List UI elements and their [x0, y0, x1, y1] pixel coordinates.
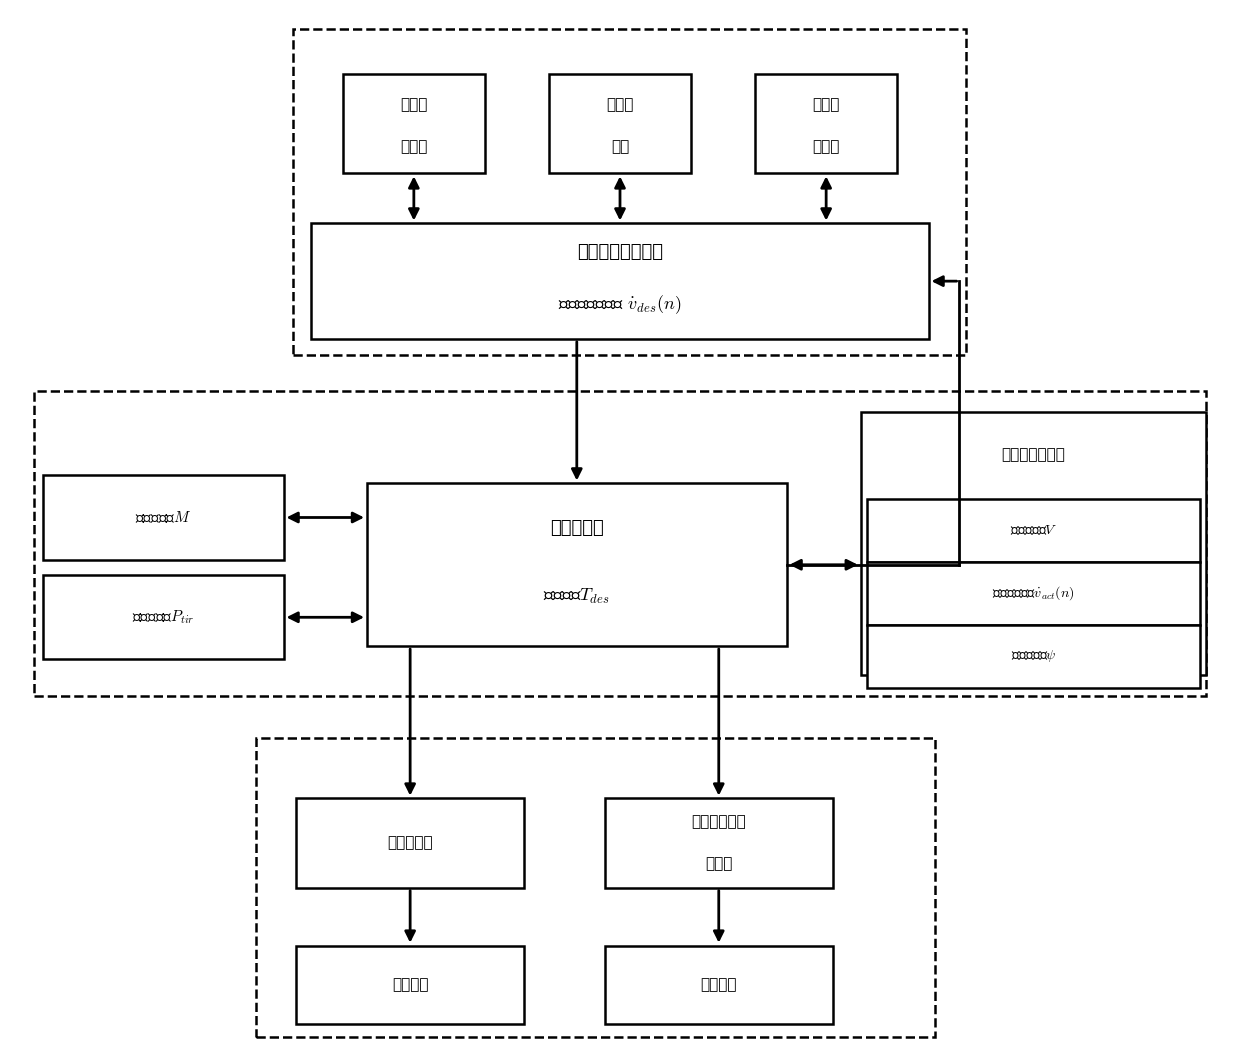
Text: 电子稳定控制器: 电子稳定控制器 — [1002, 447, 1065, 461]
Bar — [367, 484, 786, 646]
Bar — [861, 413, 1207, 675]
Text: 刹车助力电机: 刹车助力电机 — [692, 814, 746, 830]
Text: 规划期望加速度 $\dot{v}_{des}(n)$: 规划期望加速度 $\dot{v}_{des}(n)$ — [558, 293, 682, 316]
Bar — [255, 738, 935, 1037]
Text: 人机交: 人机交 — [401, 97, 428, 112]
Bar — [867, 498, 1200, 562]
Bar — [293, 29, 966, 355]
Bar — [755, 74, 897, 173]
Bar — [296, 945, 525, 1024]
Bar — [605, 945, 833, 1024]
Bar — [343, 74, 485, 173]
Bar — [605, 798, 833, 888]
Bar — [296, 798, 525, 888]
Text: 自适应巡航控制器: 自适应巡航控制器 — [577, 243, 663, 261]
Text: 压力传感器$M$: 压力传感器$M$ — [135, 510, 191, 525]
Text: 控制器: 控制器 — [706, 856, 733, 871]
Text: 毫米波: 毫米波 — [606, 97, 634, 112]
Text: 雷达: 雷达 — [611, 139, 629, 154]
Text: 无线通: 无线通 — [812, 97, 839, 112]
Text: 电机控制器: 电机控制器 — [387, 835, 433, 851]
Text: 互系统: 互系统 — [401, 139, 428, 154]
Bar — [867, 625, 1200, 687]
Text: 胎压传感器$P_{tir}$: 胎压传感器$P_{tir}$ — [131, 608, 195, 626]
Text: 轮速传感器$V$: 轮速传感器$V$ — [1009, 523, 1058, 538]
Bar — [867, 562, 1200, 625]
Bar — [43, 475, 284, 560]
Text: 驱动电机: 驱动电机 — [392, 978, 428, 993]
Bar — [33, 392, 1207, 696]
Bar — [311, 224, 929, 339]
Bar — [549, 74, 691, 173]
Text: 讯系统: 讯系统 — [812, 139, 839, 154]
Bar — [43, 576, 284, 659]
Text: 期望扭矩$T_{des}$: 期望扭矩$T_{des}$ — [543, 587, 610, 606]
Text: 整车控制器: 整车控制器 — [549, 518, 604, 538]
Text: 倾角传感感$\psi$: 倾角传感感$\psi$ — [1011, 648, 1056, 664]
Text: 加速度传感器$\dot{v}_{act}(n)$: 加速度传感器$\dot{v}_{act}(n)$ — [992, 584, 1075, 602]
Text: 助力电机: 助力电机 — [701, 978, 737, 993]
